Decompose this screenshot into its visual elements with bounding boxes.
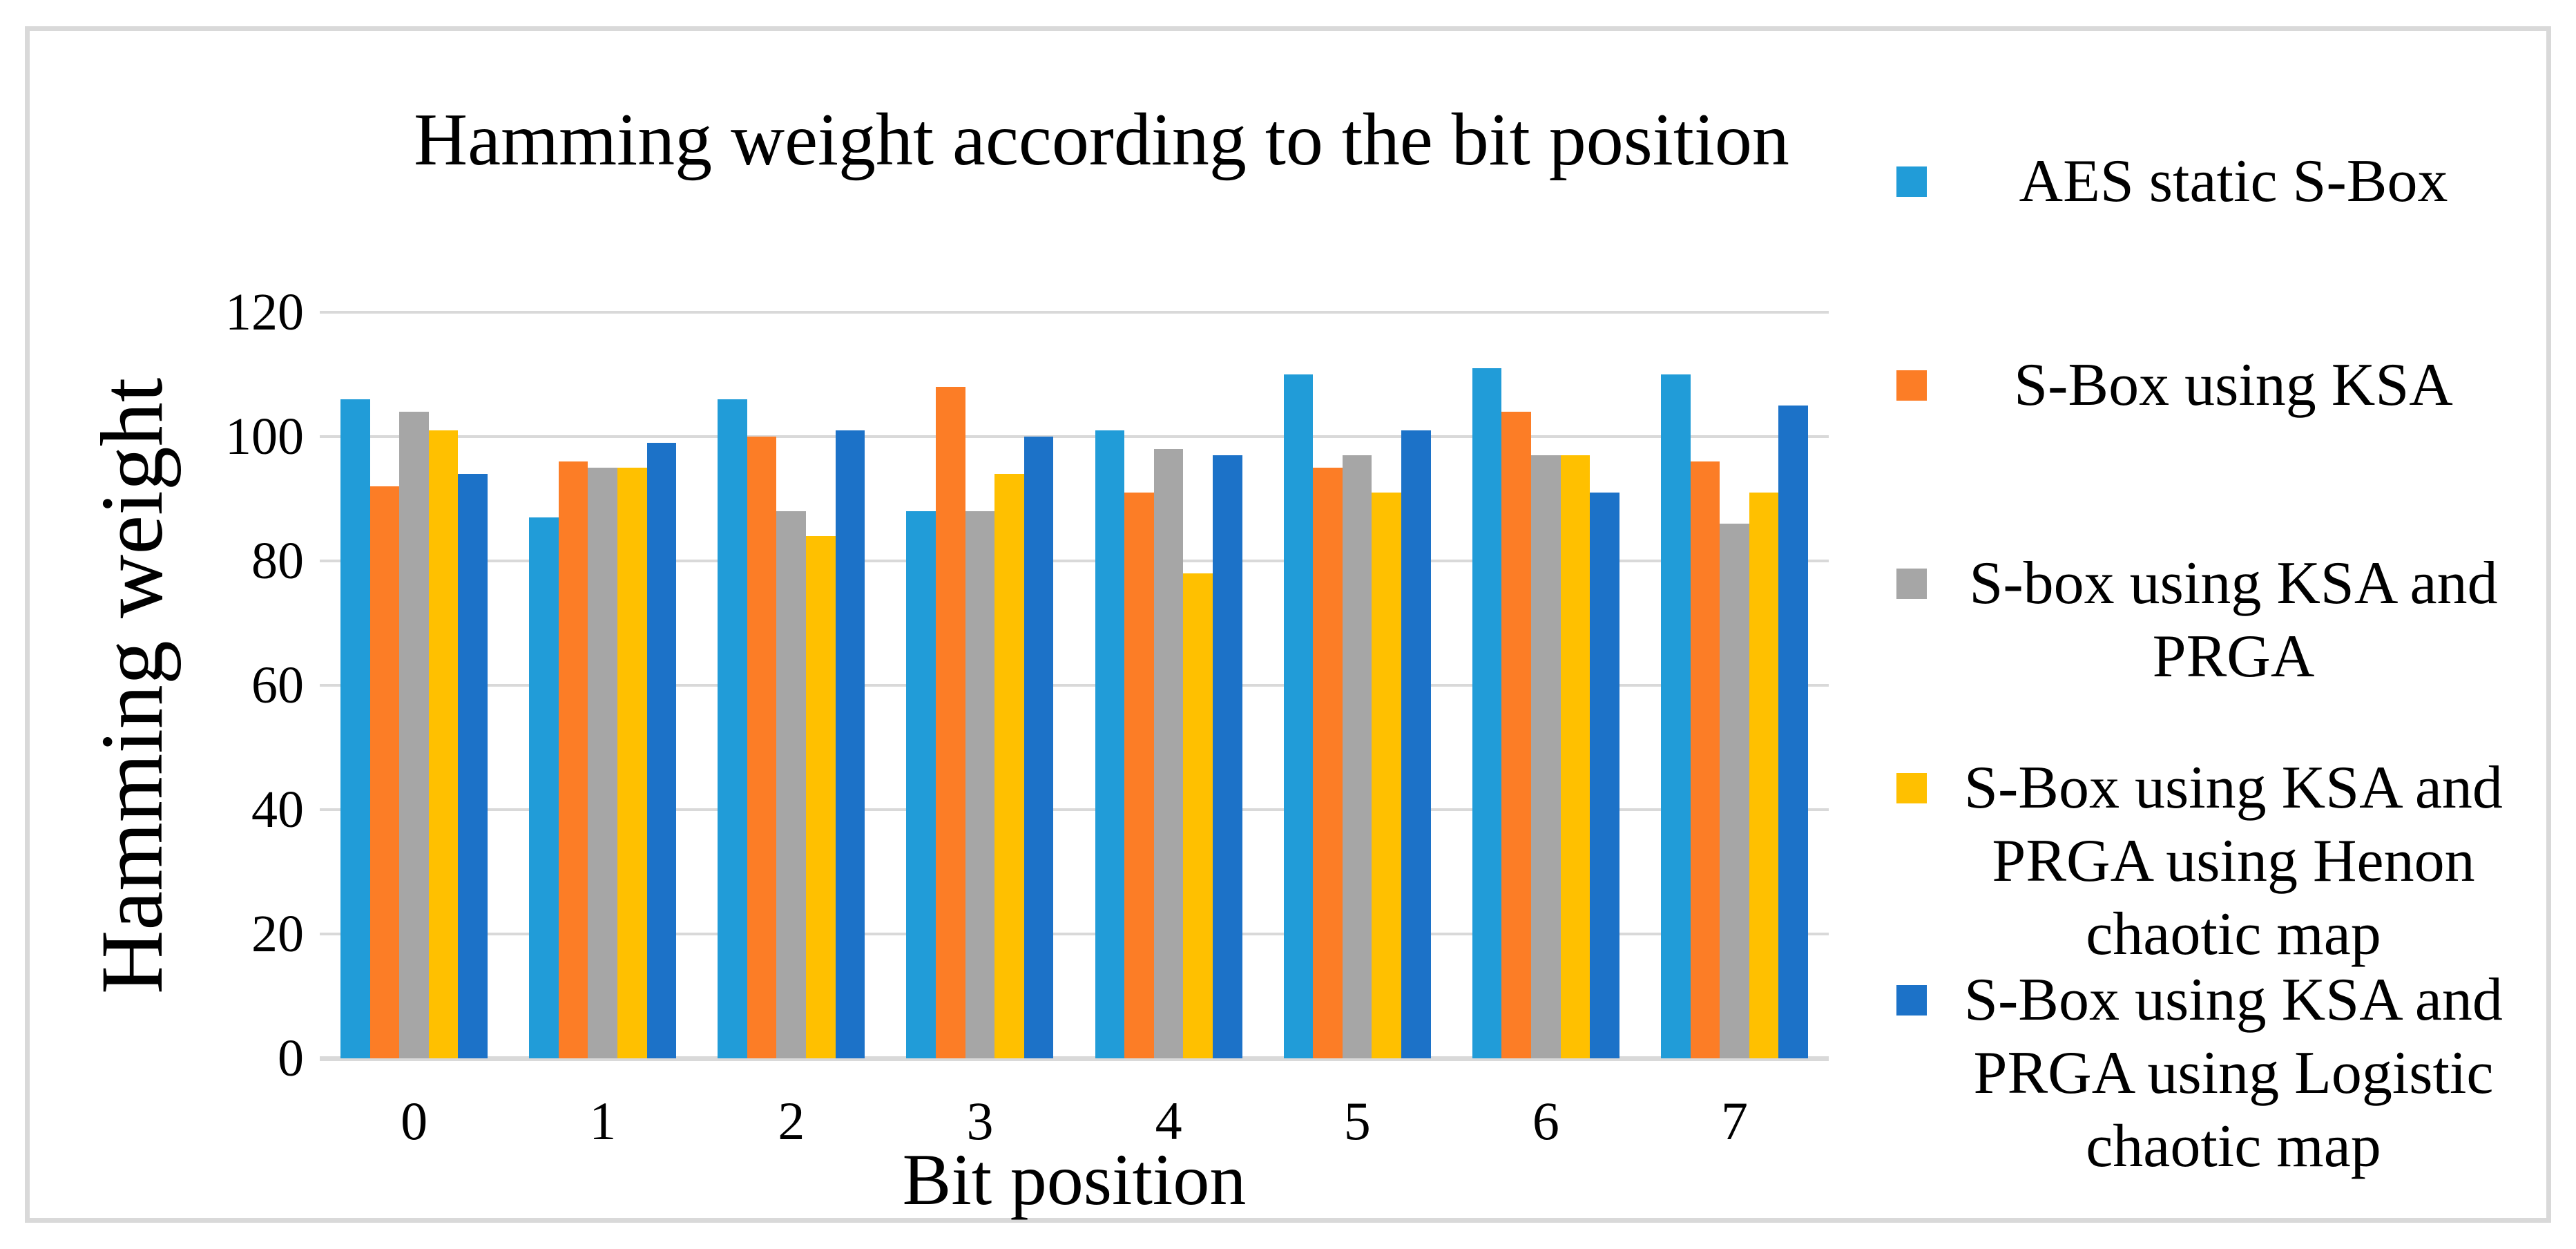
chart-title: Hamming weight according to the bit posi…	[414, 99, 1789, 181]
x-tick-label: 2	[778, 1091, 805, 1151]
y-tick-label: 120	[225, 283, 304, 341]
bar-series-4-bit-3	[1023, 437, 1054, 1058]
y-tick-label: 100	[225, 408, 304, 466]
bar-series-1-bit-2	[747, 437, 777, 1058]
bar-group-bit-2	[718, 312, 865, 1058]
bar-series-0-bit-6	[1472, 368, 1502, 1058]
x-tick-label: 1	[589, 1091, 617, 1151]
bar-group-bit-3	[906, 312, 1054, 1058]
bar-series-2-bit-2	[776, 511, 807, 1058]
legend-swatch-icon	[1896, 773, 1927, 803]
legend-item-2: S-box using KSA and PRGA	[1896, 547, 2541, 694]
bar-series-1-bit-0	[369, 486, 400, 1058]
bar-series-2-bit-3	[965, 511, 995, 1058]
bar-series-4-bit-1	[646, 443, 677, 1058]
gridline	[320, 808, 1829, 811]
x-axis-line	[320, 1056, 1829, 1061]
gridline	[320, 560, 1829, 562]
bar-series-3-bit-6	[1560, 455, 1590, 1058]
legend-label: AES static S-Box	[2019, 148, 2448, 215]
bar-series-2-bit-5	[1342, 455, 1372, 1058]
bar-series-1-bit-7	[1690, 461, 1720, 1058]
bar-series-4-bit-5	[1401, 430, 1431, 1058]
bar-series-1-bit-3	[936, 387, 965, 1058]
bar-series-3-bit-0	[428, 430, 459, 1058]
bar-series-2-bit-0	[399, 412, 429, 1058]
y-tick-label: 40	[251, 781, 304, 839]
bar-series-1-bit-4	[1124, 493, 1154, 1058]
x-tick-label: 3	[966, 1091, 994, 1151]
legend-item-4: S-Box using KSA and PRGA using Logistic …	[1896, 964, 2541, 1183]
bar-group-bit-0	[340, 312, 488, 1058]
bar-series-3-bit-1	[617, 468, 647, 1058]
bar-series-2-bit-7	[1720, 524, 1749, 1058]
bar-series-3-bit-2	[806, 536, 836, 1058]
bar-series-2-bit-4	[1153, 449, 1184, 1058]
bar-series-2-bit-1	[588, 468, 617, 1058]
bar-series-1-bit-1	[558, 461, 588, 1058]
plot-area	[320, 311, 1829, 1061]
bar-series-4-bit-4	[1212, 455, 1242, 1058]
bar-series-3-bit-4	[1183, 573, 1213, 1058]
y-tick-label: 60	[251, 656, 304, 714]
legend-swatch-icon	[1896, 166, 1927, 197]
x-tick-label: 7	[1720, 1091, 1748, 1151]
bar-series-0-bit-4	[1095, 430, 1125, 1058]
gridline	[320, 684, 1829, 687]
bar-series-3-bit-3	[994, 474, 1024, 1058]
bar-group-bit-5	[1283, 312, 1431, 1058]
y-tick-label: 80	[251, 532, 304, 590]
bar-series-4-bit-2	[835, 430, 865, 1058]
bar-series-4-bit-6	[1590, 493, 1619, 1058]
bar-series-4-bit-7	[1778, 406, 1808, 1058]
bar-series-0-bit-3	[906, 511, 936, 1058]
bar-series-3-bit-5	[1372, 493, 1402, 1058]
x-tick-label: 4	[1155, 1091, 1182, 1151]
gridline	[320, 435, 1829, 438]
x-tick-label: 0	[401, 1091, 428, 1151]
bar-series-3-bit-7	[1749, 493, 1779, 1058]
x-axis-title: Bit position	[902, 1139, 1247, 1220]
legend-swatch-icon	[1896, 569, 1927, 599]
bar-series-0-bit-2	[718, 399, 747, 1058]
gridline	[320, 311, 1829, 314]
legend: AES static S-Box S-Box using KSA S-box usi…	[1896, 0, 2541, 1249]
bar-group-bit-1	[529, 312, 677, 1058]
bar-series-1-bit-5	[1313, 468, 1343, 1058]
bar-series-0-bit-1	[529, 517, 559, 1058]
legend-label: S-Box using KSA and PRGA using Henon cha…	[1964, 754, 2503, 968]
bar-series-0-bit-0	[340, 399, 370, 1058]
x-tick-label: 6	[1532, 1091, 1559, 1151]
legend-swatch-icon	[1896, 985, 1927, 1016]
bar-series-0-bit-5	[1283, 374, 1314, 1058]
bar-group-bit-6	[1472, 312, 1619, 1058]
legend-item-3: S-Box using KSA and PRGA using Henon cha…	[1896, 752, 2541, 971]
legend-label: S-box using KSA and PRGA	[1969, 550, 2498, 690]
y-tick-label: 0	[278, 1029, 304, 1087]
legend-label: S-Box using KSA	[2014, 352, 2453, 419]
bar-series-0-bit-7	[1660, 374, 1691, 1058]
x-tick-label: 5	[1343, 1091, 1371, 1151]
gridline	[320, 933, 1829, 935]
bar-series-2-bit-6	[1530, 455, 1561, 1058]
bar-series-4-bit-0	[458, 474, 488, 1058]
legend-item-1: S-Box using KSA	[1896, 349, 2541, 422]
legend-item-0: AES static S-Box	[1896, 145, 2541, 218]
y-tick-label: 20	[251, 905, 304, 963]
bar-group-bit-4	[1095, 312, 1242, 1058]
legend-swatch-icon	[1896, 370, 1927, 401]
bar-group-bit-7	[1660, 312, 1808, 1058]
legend-label: S-Box using KSA and PRGA using Logistic …	[1964, 966, 2503, 1180]
bar-series-1-bit-6	[1501, 412, 1531, 1058]
